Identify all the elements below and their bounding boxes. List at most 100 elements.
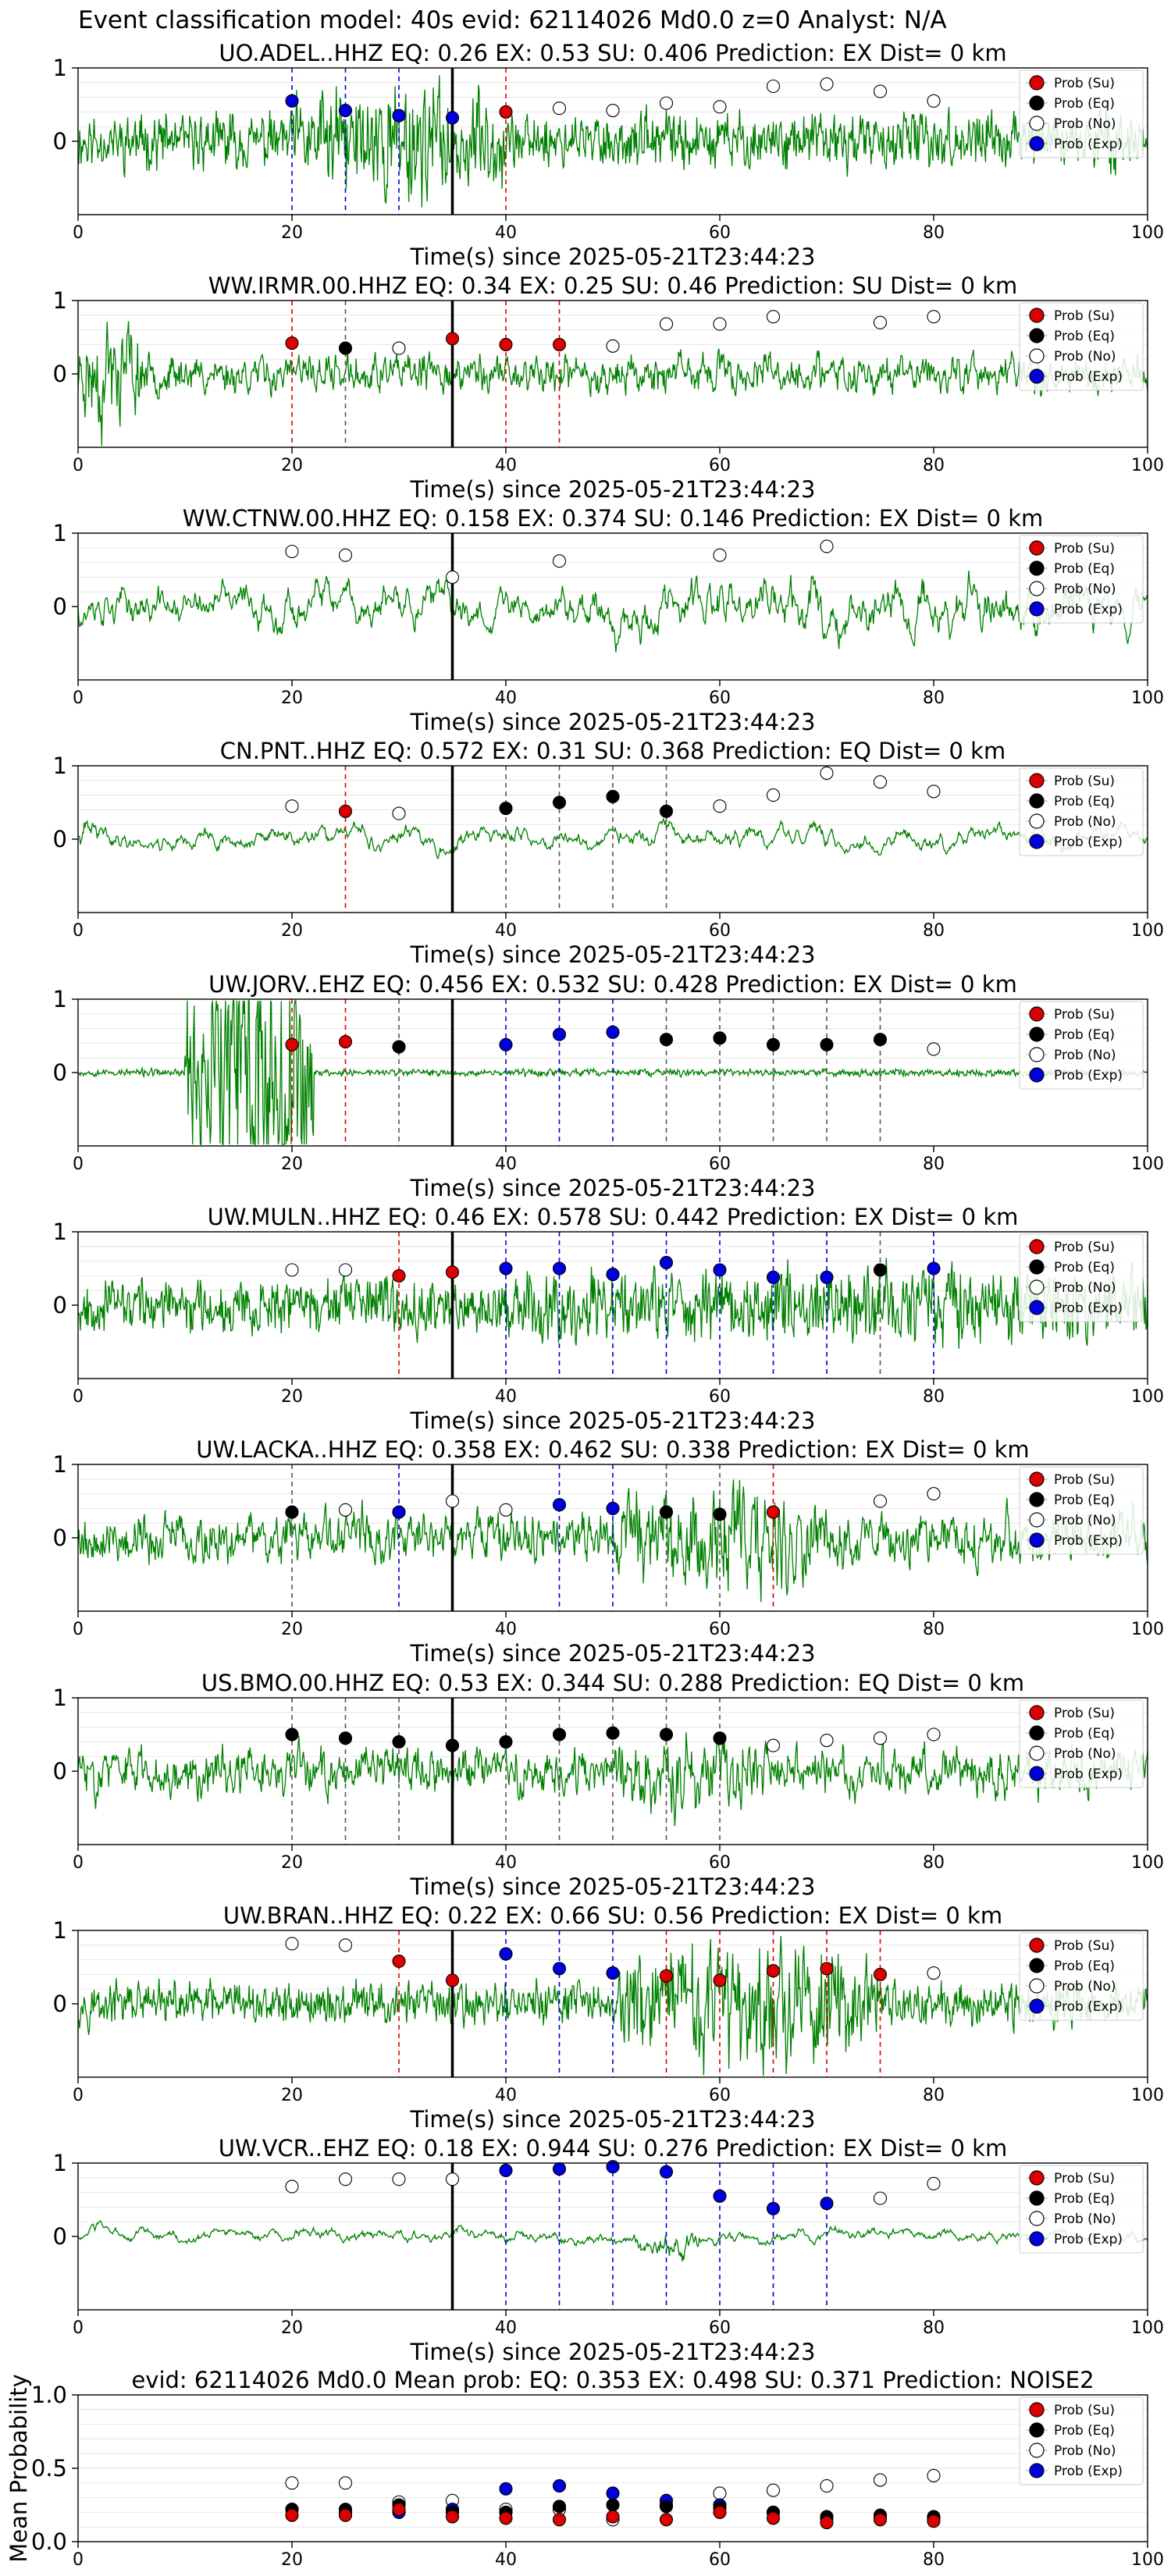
panel-title: evid: 62114026 Md0.0 Mean prob: EQ: 0.35…	[131, 2367, 1094, 2393]
x-tick-label: 80	[923, 456, 945, 475]
x-tick-label: 0	[73, 1853, 84, 1873]
prob-point-no	[713, 317, 727, 331]
x-axis-label: Time(s) since 2025-05-21T23:44:23	[410, 2339, 816, 2365]
legend-marker-su	[1029, 1239, 1045, 1254]
x-tick-label: 60	[709, 2086, 731, 2105]
prob-point-no	[766, 310, 781, 324]
legend-marker-eq	[1029, 2190, 1045, 2206]
prob-point-exp	[392, 109, 406, 123]
y-tick-label: 0	[53, 1292, 67, 1318]
prob-point-no	[713, 100, 727, 114]
x-tick-label: 100	[1131, 2318, 1164, 2338]
x-tick-label: 0	[73, 456, 84, 475]
x-tick-label: 20	[281, 688, 303, 708]
legend-marker-su	[1029, 75, 1045, 91]
legend-label-eq: Prob (Eq)	[1054, 1260, 1115, 1276]
prob-point-eq	[659, 1505, 674, 1519]
mean-point-exp	[499, 2482, 513, 2496]
x-tick-label: 60	[709, 1155, 731, 1174]
legend-marker-su	[1029, 540, 1045, 556]
prob-point-su	[659, 1969, 674, 1983]
legend-label-su: Prob (Su)	[1054, 541, 1115, 557]
prob-point-no	[285, 2179, 299, 2194]
prob-point-no	[873, 315, 888, 329]
prob-point-exp	[766, 1270, 781, 1284]
legend-marker-eq	[1029, 1492, 1045, 1507]
x-tick-label: 60	[709, 688, 731, 708]
y-tick-label: 0	[53, 1059, 67, 1086]
legend-label-eq: Prob (Eq)	[1054, 1493, 1115, 1508]
mean-point-no	[338, 2476, 353, 2490]
legend-label-exp: Prob (Exp)	[1054, 1068, 1123, 1083]
prob-point-no	[927, 1727, 941, 1742]
mean-point-eq	[606, 2498, 620, 2512]
panel-title: CN.PNT..HHZ EQ: 0.572 EX: 0.31 SU: 0.368…	[220, 738, 1005, 764]
legend-box	[1019, 69, 1144, 158]
legend-label-eq: Prob (Eq)	[1054, 1726, 1115, 1742]
legend-marker-exp	[1029, 136, 1045, 151]
legend-label-no: Prob (No)	[1054, 582, 1116, 597]
x-tick-label: 0	[73, 223, 84, 243]
prob-point-no	[927, 1966, 941, 1980]
prob-point-no	[392, 2172, 406, 2186]
x-tick-label: 80	[923, 1155, 945, 1174]
waveform-trace	[77, 817, 1148, 859]
waveform-trace	[77, 1731, 1148, 1827]
legend-marker-exp	[1029, 1300, 1045, 1315]
legend-label-eq: Prob (Eq)	[1054, 2191, 1115, 2207]
legend-label-exp: Prob (Exp)	[1054, 137, 1123, 152]
prob-point-exp	[659, 1255, 674, 1270]
mean-point-no	[713, 2486, 727, 2500]
prob-point-su	[338, 804, 353, 818]
panel-title: WW.CTNW.00.HHZ EQ: 0.158 EX: 0.374 SU: 0…	[183, 505, 1044, 532]
y-tick-label: 1	[53, 55, 67, 81]
prob-point-no	[766, 79, 781, 94]
legend-label-exp: Prob (Exp)	[1054, 2464, 1123, 2479]
prob-point-exp	[766, 2201, 781, 2215]
prob-point-exp	[285, 94, 299, 108]
x-tick-label: 100	[1131, 1387, 1164, 1407]
legend-label-eq: Prob (Eq)	[1054, 1959, 1115, 1974]
prob-point-eq	[713, 1031, 727, 1045]
prob-point-no	[873, 775, 888, 789]
x-tick-label: 0	[73, 2086, 84, 2105]
prob-point-exp	[552, 1498, 567, 1512]
panel-title: UW.JORV..EHZ EQ: 0.456 EX: 0.532 SU: 0.4…	[208, 971, 1017, 998]
prob-point-no	[927, 1042, 941, 1056]
legend-marker-no	[1029, 1279, 1045, 1295]
prob-point-exp	[820, 2197, 834, 2211]
legend-marker-su	[1029, 1006, 1045, 1022]
legend-marker-exp	[1029, 1998, 1045, 2014]
x-tick-label: 40	[495, 456, 517, 475]
x-tick-label: 100	[1131, 2086, 1164, 2105]
prob-point-exp	[552, 2161, 567, 2176]
x-axis-label: Time(s) since 2025-05-21T23:44:23	[410, 709, 816, 735]
prob-point-eq	[392, 1735, 406, 1749]
legend-marker-su	[1029, 773, 1045, 788]
prob-point-exp	[552, 1962, 567, 1976]
x-axis-label: Time(s) since 2025-05-21T23:44:23	[410, 1873, 816, 1900]
legend-marker-no	[1029, 2211, 1045, 2226]
legend-label-exp: Prob (Exp)	[1054, 2232, 1123, 2247]
legend-marker-exp	[1029, 1532, 1045, 1548]
legend-label-exp: Prob (Exp)	[1054, 834, 1123, 850]
legend-label-su: Prob (Su)	[1054, 2403, 1115, 2418]
prob-point-exp	[338, 103, 353, 118]
prob-point-no	[873, 2191, 888, 2205]
prob-point-su	[285, 336, 299, 350]
prob-point-no	[873, 84, 888, 98]
x-tick-label: 60	[709, 2318, 731, 2338]
prob-point-eq	[338, 341, 353, 355]
legend-label-eq: Prob (Eq)	[1054, 96, 1115, 112]
prob-point-no	[766, 788, 781, 802]
legend-label-eq: Prob (Eq)	[1054, 2423, 1115, 2439]
prob-point-exp	[659, 2165, 674, 2179]
legend-marker-no	[1029, 1978, 1045, 1994]
legend-marker-su	[1029, 2402, 1045, 2418]
panel-4: CN.PNT..HHZ EQ: 0.572 EX: 0.31 SU: 0.368…	[53, 738, 1164, 968]
legend-label-no: Prob (No)	[1054, 1979, 1116, 1994]
legend-label-eq: Prob (Eq)	[1054, 794, 1115, 809]
legend-marker-eq	[1029, 328, 1045, 343]
legend-label-exp: Prob (Exp)	[1054, 602, 1123, 617]
mean-point-su	[820, 2516, 834, 2530]
